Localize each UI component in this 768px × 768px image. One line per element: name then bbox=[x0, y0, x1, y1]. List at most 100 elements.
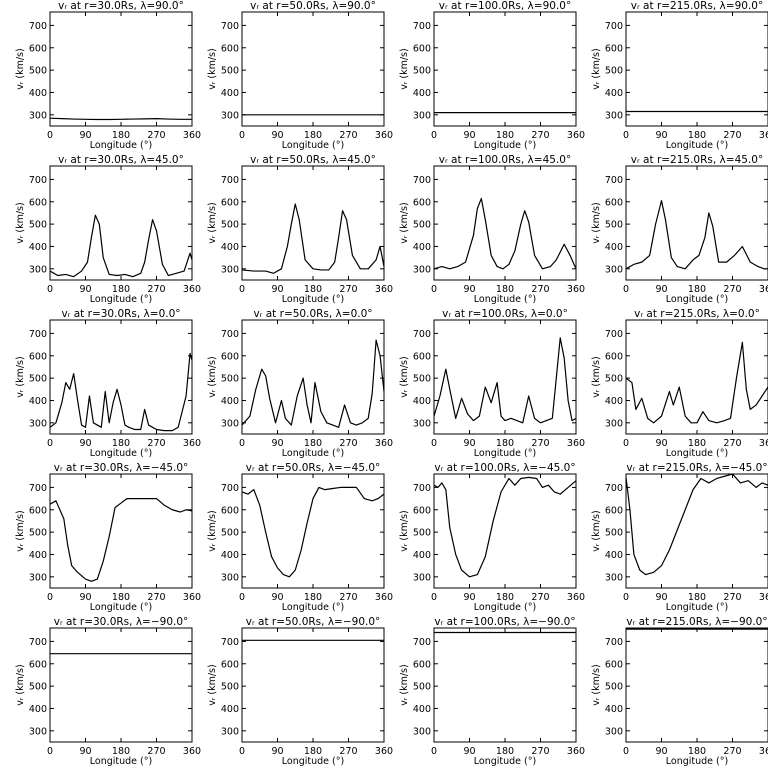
panel-title: vᵣ at r=50.0Rs, λ=90.0° bbox=[250, 0, 376, 12]
x-tick-label: 360 bbox=[759, 746, 768, 757]
y-axis-label: vᵣ (km/s) bbox=[15, 48, 26, 89]
axes-frame bbox=[49, 627, 193, 743]
y-tick-label: 500 bbox=[413, 220, 431, 231]
series-line bbox=[49, 497, 193, 582]
y-axis-label: vᵣ (km/s) bbox=[591, 664, 602, 705]
y-tick-label: 400 bbox=[29, 704, 47, 715]
x-tick-label: 90 bbox=[655, 438, 667, 449]
y-tick-label: 400 bbox=[29, 550, 47, 561]
x-tick-label: 360 bbox=[183, 746, 201, 757]
x-tick-label: 360 bbox=[759, 592, 768, 603]
panel-0-1: vᵣ at r=50.0Rs, λ=90.0° 300 400 500 600 700 0 9… bbox=[207, 0, 393, 151]
y-tick-label: 300 bbox=[413, 264, 431, 275]
x-tick-label: 180 bbox=[304, 130, 322, 141]
x-tick-label: 90 bbox=[655, 130, 667, 141]
x-tick-label: 0 bbox=[431, 746, 437, 757]
y-tick-label: 600 bbox=[29, 505, 47, 516]
x-axis-label: Longitude (°) bbox=[90, 294, 152, 305]
x-tick-label: 270 bbox=[339, 592, 357, 603]
y-tick-label: 400 bbox=[605, 88, 623, 99]
x-tick-label: 270 bbox=[723, 284, 741, 295]
y-tick-label: 300 bbox=[605, 110, 623, 121]
panel-title: vᵣ at r=215.0Rs, λ=45.0° bbox=[631, 154, 763, 166]
x-tick-label: 360 bbox=[759, 438, 768, 449]
y-tick-label: 400 bbox=[221, 242, 239, 253]
x-tick-label: 0 bbox=[47, 130, 53, 141]
x-tick-label: 360 bbox=[375, 438, 393, 449]
x-tick-label: 90 bbox=[79, 438, 91, 449]
y-tick-label: 700 bbox=[221, 637, 239, 648]
x-tick-label: 180 bbox=[496, 746, 514, 757]
panel-title: vᵣ at r=215.0Rs, λ=90.0° bbox=[631, 0, 763, 12]
series-line bbox=[241, 203, 385, 274]
x-tick-label: 0 bbox=[47, 438, 53, 449]
x-axis-label: Longitude (°) bbox=[474, 756, 536, 767]
x-tick-label: 180 bbox=[304, 284, 322, 295]
y-tick-label: 700 bbox=[29, 637, 47, 648]
axes-frame bbox=[241, 165, 385, 281]
y-tick-label: 500 bbox=[29, 220, 47, 231]
panel-3-1: vᵣ at r=50.0Rs, λ=−45.0° 300 400 500 600 700 0… bbox=[207, 462, 393, 613]
series-line bbox=[433, 197, 577, 270]
x-tick-label: 90 bbox=[655, 284, 667, 295]
y-tick-label: 600 bbox=[221, 197, 239, 208]
y-tick-label: 400 bbox=[29, 242, 47, 253]
x-tick-label: 0 bbox=[431, 592, 437, 603]
y-tick-label: 400 bbox=[413, 396, 431, 407]
axes-frame bbox=[241, 11, 385, 127]
panel-2-3: vᵣ at r=215.0Rs, λ=0.0° 300 400 500 600 700 0 9… bbox=[591, 308, 768, 459]
x-tick-label: 0 bbox=[623, 284, 629, 295]
x-axis-label: Longitude (°) bbox=[282, 602, 344, 613]
y-tick-label: 300 bbox=[29, 418, 47, 429]
y-tick-label: 300 bbox=[413, 110, 431, 121]
x-tick-label: 0 bbox=[623, 438, 629, 449]
x-tick-label: 180 bbox=[496, 284, 514, 295]
y-tick-label: 700 bbox=[29, 329, 47, 340]
panel-0-2: vᵣ at r=100.0Rs, λ=90.0° 300 400 500 600 700 0… bbox=[399, 0, 585, 151]
x-tick-label: 360 bbox=[183, 438, 201, 449]
y-tick-label: 700 bbox=[221, 21, 239, 32]
y-axis-label: vᵣ (km/s) bbox=[591, 510, 602, 551]
x-tick-label: 360 bbox=[567, 592, 585, 603]
y-tick-label: 300 bbox=[605, 726, 623, 737]
y-tick-label: 300 bbox=[29, 264, 47, 275]
x-tick-label: 180 bbox=[688, 592, 706, 603]
x-tick-label: 0 bbox=[239, 284, 245, 295]
y-tick-label: 300 bbox=[605, 418, 623, 429]
y-axis-label: vᵣ (km/s) bbox=[399, 48, 410, 89]
y-tick-label: 600 bbox=[29, 351, 47, 362]
x-tick-label: 90 bbox=[271, 130, 283, 141]
y-tick-label: 300 bbox=[221, 418, 239, 429]
x-tick-label: 360 bbox=[375, 746, 393, 757]
x-tick-label: 270 bbox=[147, 130, 165, 141]
x-tick-label: 270 bbox=[147, 592, 165, 603]
panel-4-1: vᵣ at r=50.0Rs, λ=−90.0° 300 400 500 600 700 0… bbox=[207, 616, 393, 767]
x-tick-label: 0 bbox=[431, 284, 437, 295]
panel-title: vᵣ at r=100.0Rs, λ=0.0° bbox=[442, 308, 568, 320]
y-axis-label: vᵣ (km/s) bbox=[399, 664, 410, 705]
x-tick-label: 270 bbox=[531, 438, 549, 449]
y-axis-label: vᵣ (km/s) bbox=[15, 664, 26, 705]
x-tick-label: 90 bbox=[463, 746, 475, 757]
y-tick-label: 300 bbox=[605, 572, 623, 583]
panel-1-2: vᵣ at r=100.0Rs, λ=45.0° 300 400 500 600 700 0… bbox=[399, 154, 585, 305]
axes-frame bbox=[49, 165, 193, 281]
y-tick-label: 500 bbox=[221, 528, 239, 539]
x-tick-label: 360 bbox=[375, 284, 393, 295]
panel-title: vᵣ at r=30.0Rs, λ=45.0° bbox=[58, 154, 184, 166]
y-tick-label: 600 bbox=[221, 505, 239, 516]
y-tick-label: 600 bbox=[605, 505, 623, 516]
x-axis-label: Longitude (°) bbox=[282, 448, 344, 459]
x-tick-label: 270 bbox=[147, 438, 165, 449]
axes-frame bbox=[625, 11, 768, 127]
y-axis-label: vᵣ (km/s) bbox=[591, 202, 602, 243]
x-axis-label: Longitude (°) bbox=[474, 140, 536, 151]
y-tick-label: 700 bbox=[29, 21, 47, 32]
x-tick-label: 90 bbox=[463, 130, 475, 141]
x-tick-label: 180 bbox=[304, 438, 322, 449]
axes-frame bbox=[625, 473, 768, 589]
y-tick-label: 500 bbox=[413, 682, 431, 693]
x-tick-label: 90 bbox=[463, 284, 475, 295]
y-axis-label: vᵣ (km/s) bbox=[399, 202, 410, 243]
x-tick-label: 270 bbox=[147, 284, 165, 295]
